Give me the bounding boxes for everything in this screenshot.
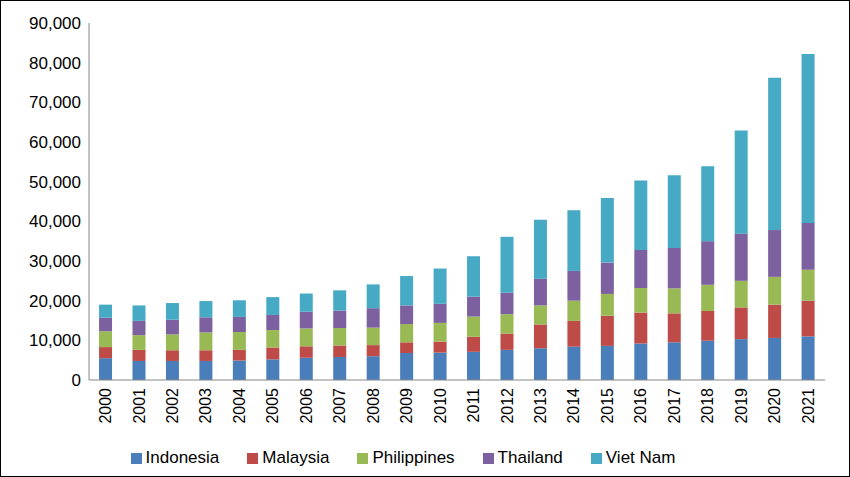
svg-text:2009: 2009 bbox=[398, 388, 415, 424]
html-text:Philippines: Philippines bbox=[372, 448, 455, 467]
svg-text:2001: 2001 bbox=[131, 388, 148, 424]
svg-text:2014: 2014 bbox=[565, 388, 582, 424]
svg-text:2015: 2015 bbox=[599, 388, 616, 424]
svg-text:2007: 2007 bbox=[331, 388, 348, 424]
html-text:Viet Nam: Viet Nam bbox=[605, 448, 676, 467]
svg-text:2002: 2002 bbox=[164, 388, 181, 424]
svg-text:2000: 2000 bbox=[97, 388, 114, 424]
svg-text:2021: 2021 bbox=[800, 388, 817, 424]
svg-text:2008: 2008 bbox=[365, 388, 382, 424]
svg-text:10,000: 10,000 bbox=[29, 331, 81, 350]
svg-text:2016: 2016 bbox=[632, 388, 649, 424]
svg-text:2017: 2017 bbox=[666, 388, 683, 424]
svg-text:40,000: 40,000 bbox=[29, 212, 81, 231]
svg-text:0: 0 bbox=[72, 371, 81, 390]
svg-text:2003: 2003 bbox=[197, 388, 214, 424]
svg-text:2010: 2010 bbox=[432, 388, 449, 424]
svg-text:70,000: 70,000 bbox=[29, 93, 81, 112]
html-text:Thailand: Thailand bbox=[497, 448, 563, 467]
html-text:Indonesia: Indonesia bbox=[145, 448, 220, 467]
svg-text:2018: 2018 bbox=[699, 388, 716, 424]
svg-text:2004: 2004 bbox=[231, 388, 248, 424]
svg-text:80,000: 80,000 bbox=[29, 54, 81, 73]
svg-text:2020: 2020 bbox=[766, 388, 783, 424]
svg-text:2012: 2012 bbox=[499, 388, 516, 424]
svg-text:2005: 2005 bbox=[264, 388, 281, 424]
svg-text:50,000: 50,000 bbox=[29, 173, 81, 192]
svg-text:30,000: 30,000 bbox=[29, 252, 81, 271]
svg-text:2019: 2019 bbox=[733, 388, 750, 424]
svg-text:60,000: 60,000 bbox=[29, 133, 81, 152]
svg-text:90,000: 90,000 bbox=[29, 14, 81, 33]
svg-text:2011: 2011 bbox=[465, 388, 482, 423]
svg-text:2013: 2013 bbox=[532, 388, 549, 424]
svg-text:2006: 2006 bbox=[298, 388, 315, 424]
svg-text:20,000: 20,000 bbox=[29, 292, 81, 311]
html-text:Malaysia: Malaysia bbox=[262, 448, 330, 467]
